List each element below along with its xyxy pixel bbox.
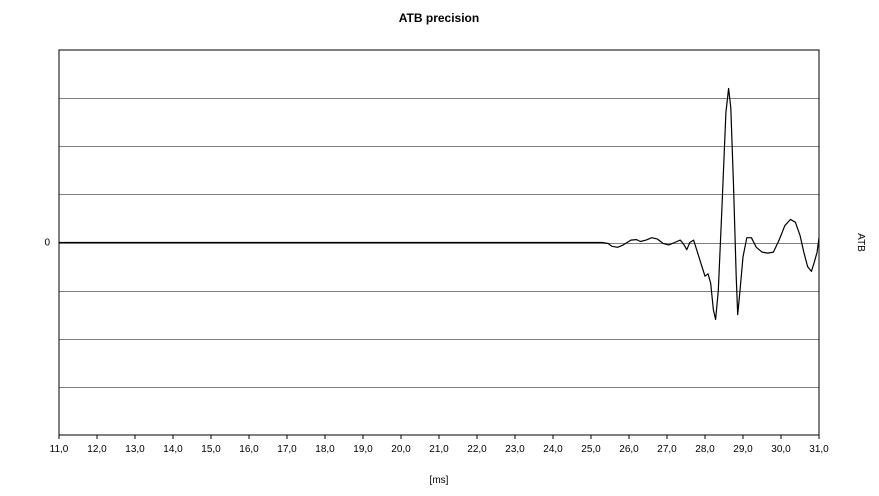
x-tick-label-6: 17,0 [277, 444, 297, 455]
x-tick-label-3: 14,0 [163, 444, 183, 455]
x-tick-label-2: 13,0 [125, 444, 145, 455]
x-tick-label-9: 20,0 [391, 444, 411, 455]
x-tick-label-13: 24,0 [543, 444, 563, 455]
y-axis-label: ATB [855, 233, 866, 252]
x-tick-label-8: 19,0 [353, 444, 373, 455]
x-tick-label-18: 29,0 [733, 444, 753, 455]
chart-title: ATB precision [399, 11, 479, 25]
x-tick-label-5: 16,0 [239, 444, 259, 455]
series-line [58, 87, 820, 321]
x-tick-label-4: 15,0 [201, 444, 221, 455]
x-tick-label-11: 22,0 [467, 444, 487, 455]
x-tick-label-19: 30,0 [771, 444, 791, 455]
x-tick-label-7: 18,0 [315, 444, 335, 455]
x-tick-label-17: 28,0 [695, 444, 715, 455]
x-tick-label-0: 11,0 [50, 444, 69, 455]
x-axis-label: [ms] [430, 475, 449, 486]
x-tick-label-1: 12,0 [87, 444, 107, 455]
x-tick-label-12: 23,0 [505, 444, 525, 455]
x-tick-label-10: 21,0 [429, 444, 449, 455]
y-tick-label-0: 0 [44, 238, 50, 249]
x-tick-label-20: 31,0 [809, 444, 829, 455]
gridlines [59, 98, 819, 388]
y-axis-ticks: 0 [44, 238, 50, 249]
x-tick-label-16: 27,0 [657, 444, 677, 455]
x-axis-ticks: 11,0 12,0 13,0 14,0 15,0 16,0 17,0 18,0 19,0 20,0… [50, 435, 829, 455]
x-tick-label-14: 25,0 [581, 444, 601, 455]
x-tick-label-15: 26,0 [619, 444, 639, 455]
